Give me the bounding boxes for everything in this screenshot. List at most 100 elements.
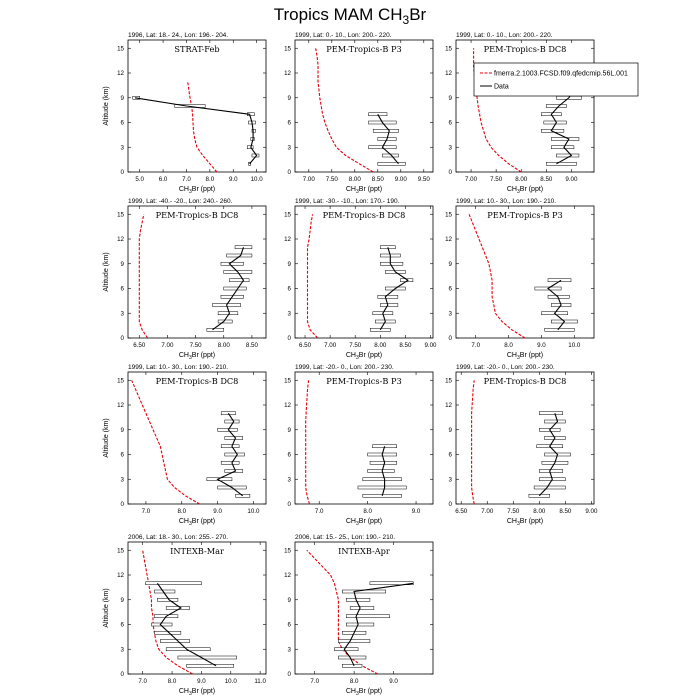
y-tick-label: 3 xyxy=(288,144,292,151)
x-tick-label: 7.50 xyxy=(190,342,203,349)
data-range-box xyxy=(349,606,375,610)
x-tick-label: 7.00 xyxy=(324,342,337,349)
data-range-box xyxy=(247,145,254,149)
x-tick-label: 7.00 xyxy=(161,342,174,349)
x-axis-label: CH3Br (ppt) xyxy=(346,352,382,361)
x-axis-label: CH3Br (ppt) xyxy=(507,352,543,361)
profile-panel: 1999, Lat: 0.- 10., Lon: 200.- 220. PEM-T… xyxy=(445,32,595,195)
y-tick-label: 9 xyxy=(121,427,125,434)
panel-campaign: PEM-Tropics-B DC8 xyxy=(323,210,406,220)
panel-location: 1999, Lat: 0.- 10., Lon: 200.- 220. xyxy=(295,32,392,39)
x-tick-label: 8.50 xyxy=(559,508,572,515)
data-range-box xyxy=(224,436,243,440)
x-tick-label: 9.50 xyxy=(418,176,431,183)
y-tick-label: 0 xyxy=(288,501,292,508)
y-axis-label: Altitude (km) xyxy=(103,418,110,457)
y-tick-label: 12 xyxy=(284,70,291,77)
profile-panel: 1999, Lat: -40.- -20., Lon: 240.- 260. PE… xyxy=(103,198,267,361)
y-tick-label: 9 xyxy=(121,95,125,102)
x-tick-label: 6.0 xyxy=(159,176,168,183)
panel-campaign: PEM-Tropics-B DC8 xyxy=(156,210,239,220)
y-tick-label: 0 xyxy=(288,335,292,342)
model-profile-line xyxy=(131,380,200,505)
data-range-box xyxy=(338,639,371,643)
x-tick-label: 10.0 xyxy=(251,176,264,183)
panel-location: 1999, Lat: -40.- -20., Lon: 240.- 260. xyxy=(128,198,233,205)
legend: fmerra.2.1003.FCSD.f09.qfedcmip.56L.001 … xyxy=(473,62,639,97)
model-profile-line xyxy=(138,214,149,339)
data-range-box xyxy=(177,655,237,660)
y-tick-label: 6 xyxy=(121,452,125,459)
x-axis-label: CH3Br (ppt) xyxy=(346,186,382,195)
data-range-box xyxy=(223,286,247,291)
data-range-box xyxy=(145,581,202,585)
profile-panel: 2006, Lat: 15.- 25., Lon: 190.- 210. INTE… xyxy=(284,534,434,697)
x-tick-label: 11.0 xyxy=(254,678,266,685)
legend-box xyxy=(473,62,639,97)
x-tick-label: 8.00 xyxy=(349,176,362,183)
y-tick-label: 15 xyxy=(117,45,124,52)
data-range-box xyxy=(186,664,234,668)
y-tick-label: 15 xyxy=(284,211,291,218)
model-profile-line xyxy=(142,550,193,675)
x-axis-label: CH3Br (ppt) xyxy=(507,518,543,527)
y-tick-label: 9 xyxy=(449,427,453,434)
y-tick-label: 0 xyxy=(121,169,125,176)
y-tick-label: 6 xyxy=(288,286,292,293)
x-tick-label: 9.0 xyxy=(213,508,222,515)
x-tick-label: 9.0 xyxy=(197,678,206,685)
y-tick-label: 0 xyxy=(121,335,125,342)
model-profile-line xyxy=(187,81,218,173)
model-profile-line xyxy=(305,380,311,505)
plot-frame xyxy=(455,371,595,505)
x-tick-label: 9.0 xyxy=(537,342,546,349)
x-tick-label: 7.00 xyxy=(465,176,478,183)
x-axis-label: CH3Br (ppt) xyxy=(346,518,382,527)
data-range-box xyxy=(346,598,371,602)
x-tick-label: 8.00 xyxy=(533,508,546,515)
y-tick-label: 12 xyxy=(284,572,291,579)
y-tick-label: 15 xyxy=(284,547,291,554)
data-range-box xyxy=(346,614,390,618)
x-tick-label: 7.0 xyxy=(142,508,151,515)
panel-campaign: PEM-Tropics-B P3 xyxy=(326,44,401,54)
profile-panel: 1996, Lat: 18.- 24., Lon: 196.- 204. STRA… xyxy=(103,32,267,195)
x-axis-label: CH3Br (ppt) xyxy=(179,688,215,697)
data-range-box xyxy=(372,129,399,133)
y-tick-label: 3 xyxy=(449,310,453,317)
data-range-box xyxy=(346,622,375,627)
y-tick-label: 3 xyxy=(121,144,125,151)
x-tick-label: 8.0 xyxy=(177,508,186,515)
data-profile-line xyxy=(377,114,399,165)
data-range-box xyxy=(368,112,388,116)
y-axis-label: Altitude (km) xyxy=(103,252,110,291)
data-range-box xyxy=(377,295,399,299)
data-range-box xyxy=(165,606,190,610)
data-range-box xyxy=(217,428,238,432)
plot-frame xyxy=(127,39,267,173)
x-axis-label: CH3Br (ppt) xyxy=(179,352,215,361)
panel-campaign: PEM-Tropics-B DC8 xyxy=(156,376,239,386)
data-range-box xyxy=(546,162,577,166)
y-tick-label: 6 xyxy=(121,622,125,629)
data-range-box xyxy=(362,477,402,481)
data-profile-line xyxy=(381,446,386,496)
x-tick-label: 9.0 xyxy=(229,176,238,183)
plot-frame xyxy=(127,541,267,675)
data-profile-line xyxy=(134,97,258,165)
y-tick-label: 15 xyxy=(445,211,452,218)
y-tick-label: 0 xyxy=(288,169,292,176)
y-tick-label: 15 xyxy=(117,211,124,218)
y-tick-label: 9 xyxy=(121,597,125,604)
data-range-box xyxy=(220,461,240,465)
panel-campaign: PEM-Tropics-B P3 xyxy=(487,210,562,220)
data-profile-line xyxy=(156,582,217,667)
x-tick-label: 8.50 xyxy=(540,176,553,183)
y-tick-label: 15 xyxy=(117,377,124,384)
x-tick-label: 7.50 xyxy=(349,342,362,349)
y-tick-label: 6 xyxy=(449,286,453,293)
data-range-box xyxy=(556,153,580,158)
y-tick-label: 3 xyxy=(449,144,453,151)
y-tick-label: 3 xyxy=(288,476,292,483)
